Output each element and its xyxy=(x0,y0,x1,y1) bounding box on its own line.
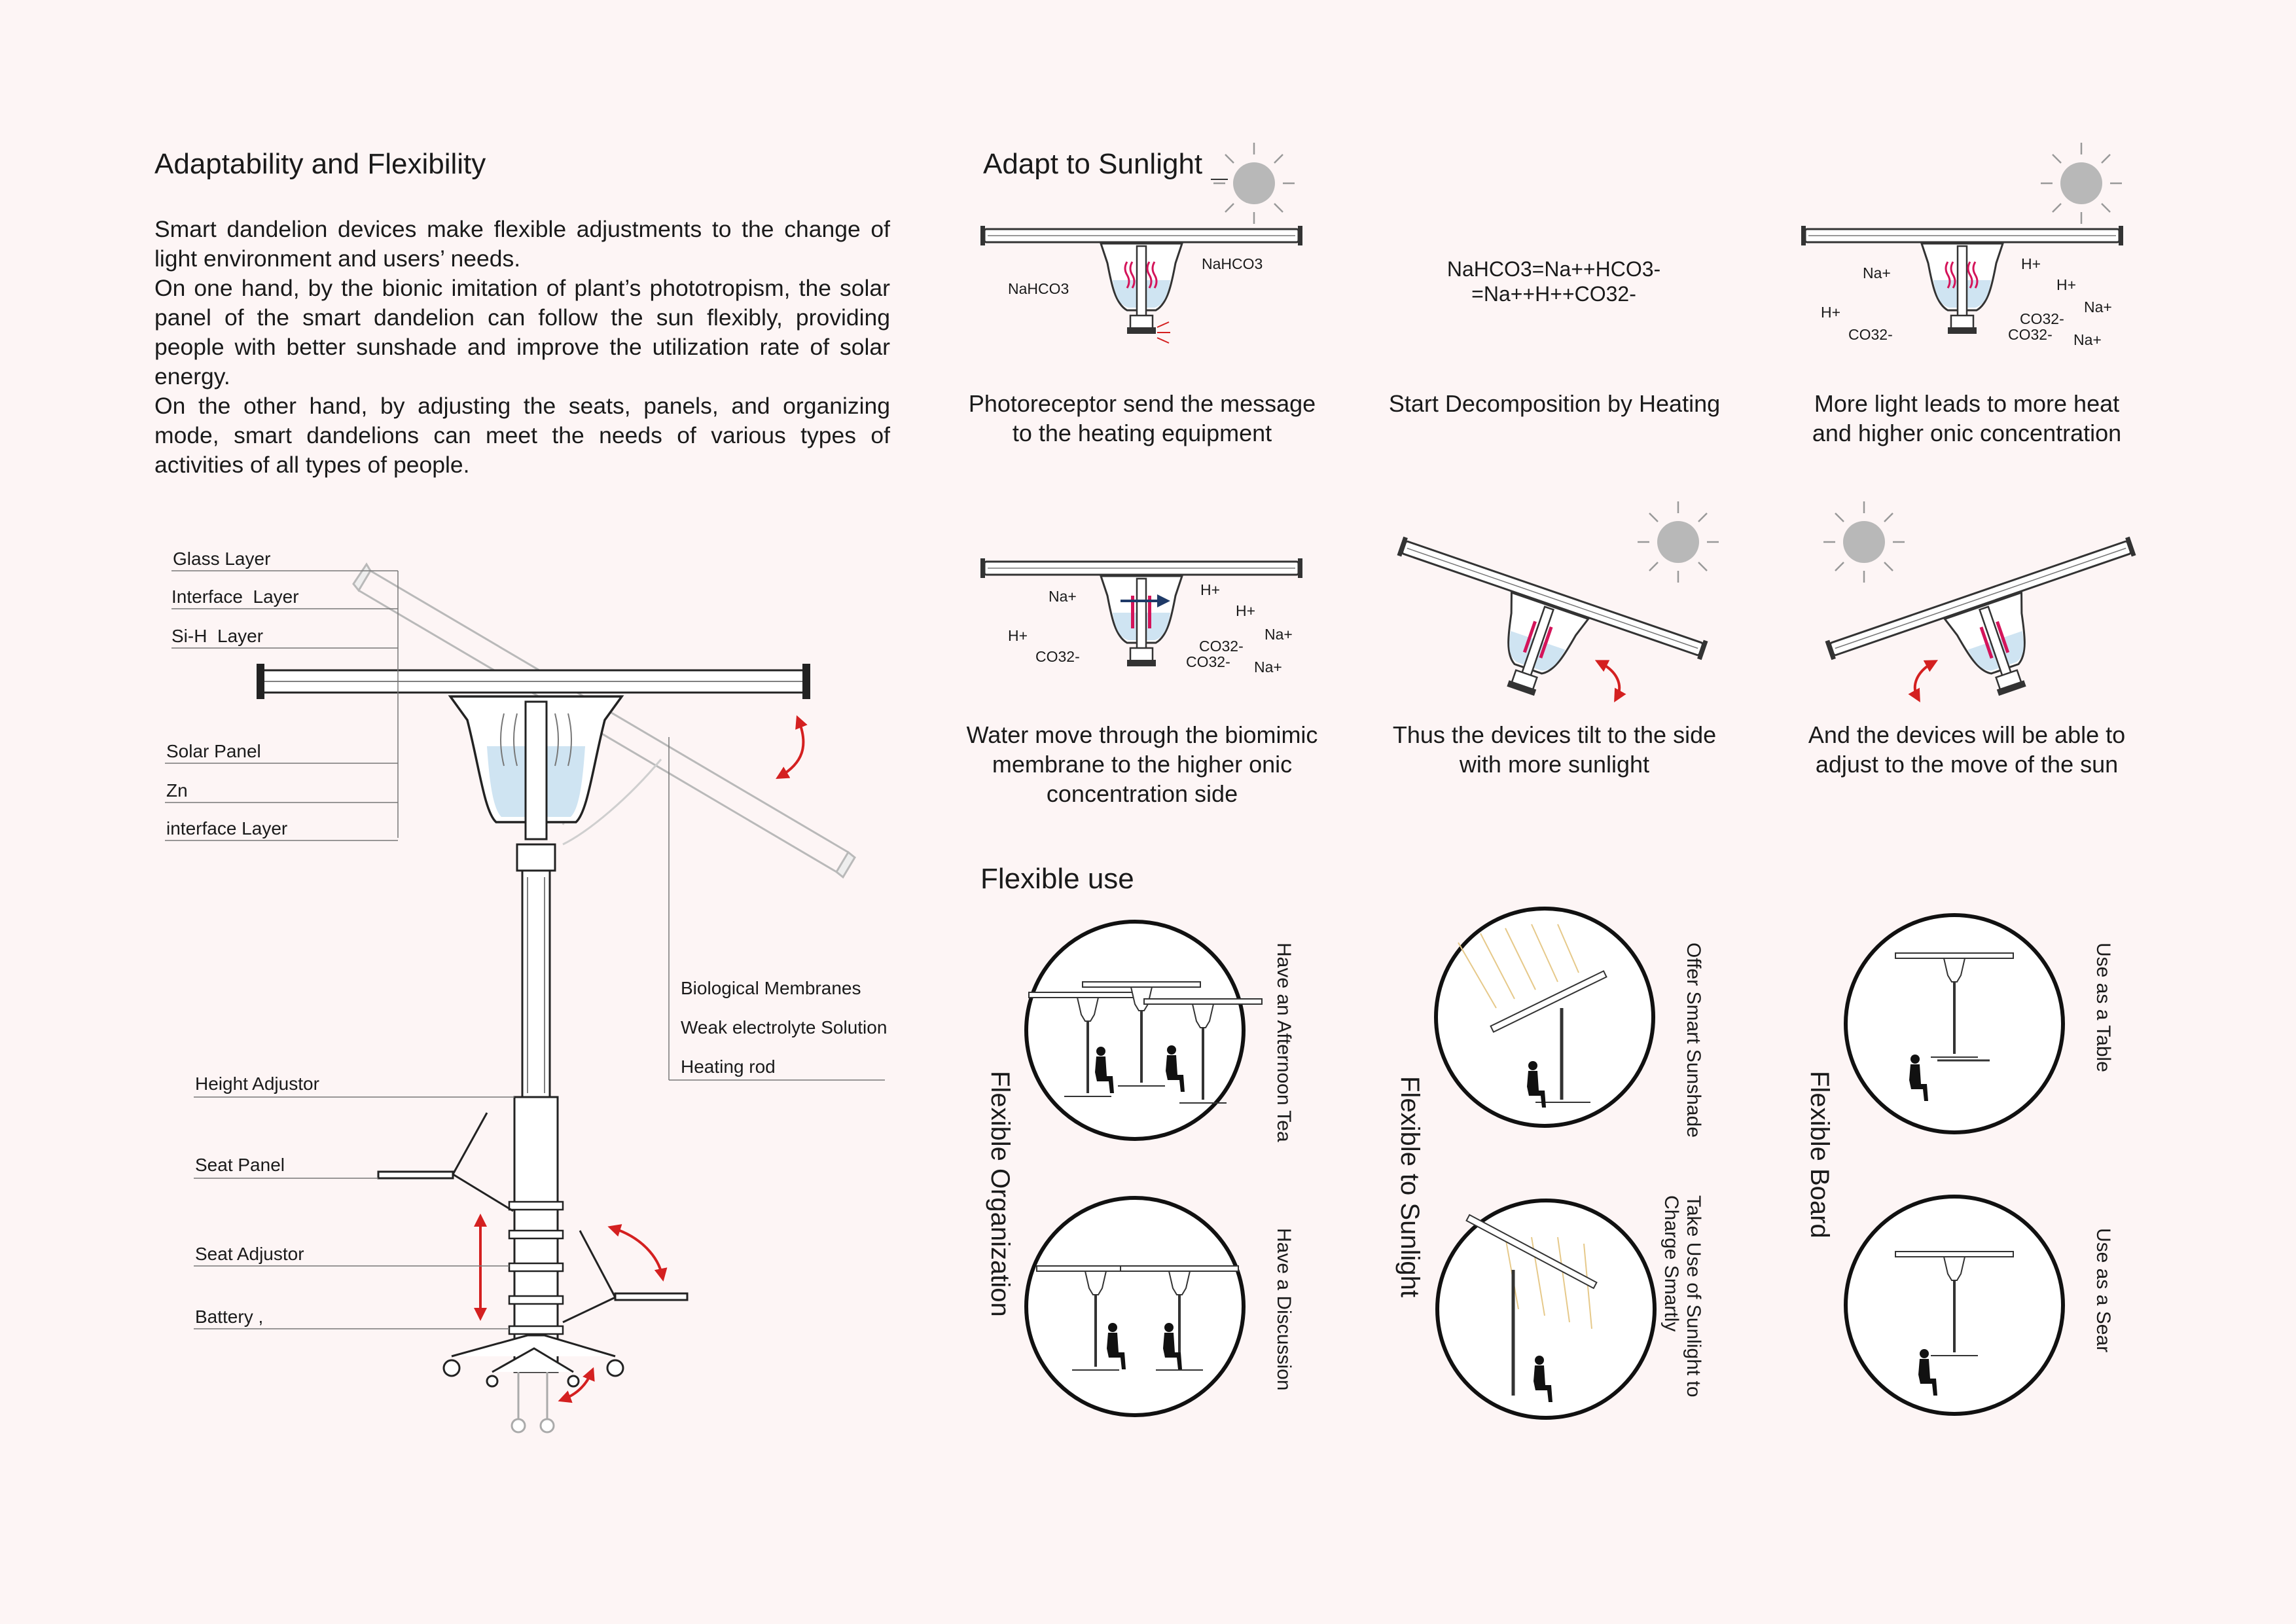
ion-label: Na+ xyxy=(2084,298,2112,316)
ion-label: Na+ xyxy=(1265,626,1293,643)
ion-label: H+ xyxy=(1008,627,1028,644)
ion-label: Na+ xyxy=(1254,659,1282,676)
label-seat-adjustor: Seat Adjustor xyxy=(195,1244,304,1264)
label-seat-panel: Seat Panel xyxy=(195,1155,285,1175)
scene-discussion xyxy=(1024,1196,1246,1417)
ion-label: CO32- xyxy=(1035,648,1080,665)
label-battery: Battery , xyxy=(195,1307,264,1327)
solar-panel-horizontal xyxy=(257,664,810,699)
label-interface-layer-bottom: interface Layer xyxy=(166,818,288,839)
ion-label: H+ xyxy=(2021,255,2041,272)
ion-label: CO32- xyxy=(1186,653,1230,670)
electrolyte-pod xyxy=(448,695,624,840)
caption-afternoon-tea: Have an Afternoon Tea xyxy=(1273,943,1295,1142)
sunlight-step-6-drawing xyxy=(1822,500,2137,706)
group-title-board: Flexible Board xyxy=(1805,1071,1834,1238)
group-title-sunlight: Flexible to Sunlight xyxy=(1395,1076,1424,1297)
label-zn: Zn xyxy=(166,780,188,801)
sunlight-step-4-drawing xyxy=(979,557,1304,668)
label-height-adjustor: Height Adjustor xyxy=(195,1074,319,1094)
scene-charge-smartly xyxy=(1435,1199,1657,1420)
wheeled-base xyxy=(442,1334,624,1434)
intro-paragraph-1: Smart dandelion devices make flexible ad… xyxy=(154,216,890,272)
step-2-caption: Start Decomposition by Heating xyxy=(1388,390,1721,417)
chem-label: NaHCO3 xyxy=(1202,255,1263,272)
leader-lines xyxy=(165,570,885,1329)
step-3-caption: More light leads to more heat and higher… xyxy=(1812,390,2122,446)
step-5-caption: Thus the devices tilt to the side with m… xyxy=(1392,721,1717,778)
caption-use-as-seat: Use as a Sear xyxy=(2092,1228,2114,1353)
label-si-h-layer: Si-H Layer xyxy=(171,626,264,646)
caption-charge-smartly: Take Use of Sunlight to Charge Smartly xyxy=(1660,1195,1704,1398)
ion-label: CO32- xyxy=(2008,326,2053,343)
dandelion-section-drawing xyxy=(165,562,885,1434)
decomposition-equation: NaHCO3=Na++HCO3- =Na++H++CO32- xyxy=(1446,257,1661,306)
scene-smart-sunshade xyxy=(1434,907,1655,1128)
ion-label: CO32- xyxy=(1848,326,1893,343)
ion-label: Na+ xyxy=(1863,264,1891,281)
left-section-title: Adaptability and Flexibility xyxy=(154,148,486,180)
ion-label: CO32- xyxy=(2020,310,2064,327)
seat-panels xyxy=(377,1112,689,1324)
ion-label: CO32- xyxy=(1199,638,1244,655)
ion-label: H+ xyxy=(2056,276,2077,293)
flexible-section-title: Flexible use xyxy=(980,863,1134,895)
adjustment-arrows xyxy=(474,715,808,1403)
intro-text: Smart dandelion devices make flexible ad… xyxy=(154,215,890,480)
sunlight-section-title: Adapt to Sunlight xyxy=(983,148,1203,180)
ion-label: Na+ xyxy=(2073,331,2102,348)
scene-use-as-table xyxy=(1844,913,2065,1134)
ion-label: H+ xyxy=(1200,581,1221,598)
label-solar-panel: Solar Panel xyxy=(166,741,261,761)
sunlight-step-1-drawing xyxy=(979,141,1304,344)
caption-discussion: Have a Discussion xyxy=(1273,1228,1295,1391)
intro-paragraph-2: On one hand, by the bionic imitation of … xyxy=(154,275,890,389)
step-6-caption: And the devices will be able to adjust t… xyxy=(1808,721,2126,778)
ion-label: H+ xyxy=(1821,304,1841,321)
scene-use-as-seat xyxy=(1844,1195,2065,1416)
caption-smart-sunshade: Offer Smart Sunshade xyxy=(1683,943,1704,1138)
label-interface-layer-top: Interface Layer xyxy=(171,586,299,607)
chem-label: NaHCO3 xyxy=(1008,280,1069,297)
step-4-caption: Water move through the biomimic membrane… xyxy=(966,721,1318,807)
ion-label: H+ xyxy=(1236,602,1256,619)
flexible-use-circles xyxy=(1024,907,2065,1420)
label-glass-layer: Glass Layer xyxy=(173,549,271,569)
scene-afternoon-tea xyxy=(1024,920,1263,1141)
label-heating-rod: Heating rod xyxy=(681,1056,776,1077)
step-1-caption: Photoreceptor send the message to the he… xyxy=(968,390,1316,446)
label-weak-electrolyte: Weak electrolyte Solution xyxy=(681,1017,888,1038)
intro-paragraph-3: On the other hand, by adjusting the seat… xyxy=(154,393,890,478)
sunlight-step-3-drawing xyxy=(1800,141,2125,335)
group-title-organization: Flexible Organization xyxy=(986,1071,1014,1317)
telescopic-pole xyxy=(508,843,564,1373)
caption-use-as-table: Use as a Table xyxy=(2092,943,2114,1072)
label-biological-membranes: Biological Membranes xyxy=(681,978,861,998)
ion-label: Na+ xyxy=(1049,588,1077,605)
sunlight-step-5-drawing xyxy=(1396,500,1720,706)
